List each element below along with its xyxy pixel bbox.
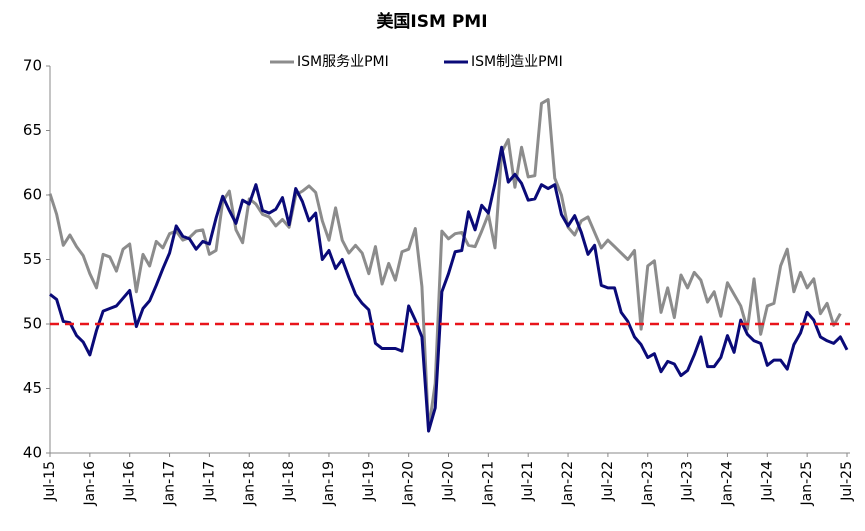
x-tick-label: Jul-23 bbox=[680, 461, 696, 502]
x-tick-label: Jan-24 bbox=[719, 461, 735, 507]
y-tick-label: 55 bbox=[23, 250, 42, 268]
x-tick-label: Jan-17 bbox=[162, 461, 178, 506]
x-tick-label: Jan-20 bbox=[401, 461, 417, 506]
x-tick-label: Jul-24 bbox=[759, 461, 775, 502]
x-tick-label: Jan-23 bbox=[640, 461, 656, 506]
x-tick-label: Jan-22 bbox=[560, 461, 576, 506]
series-line bbox=[49, 145, 849, 433]
x-tick-label: Jan-19 bbox=[321, 461, 337, 506]
x-tick-label: Jan-18 bbox=[241, 461, 257, 506]
legend-label: ISM服务业PMI bbox=[297, 54, 389, 70]
series-line bbox=[48, 98, 842, 432]
x-tick-label: Jul-18 bbox=[281, 461, 297, 502]
x-tick-label: Jul-16 bbox=[122, 461, 138, 502]
x-tick-label: Jul-21 bbox=[520, 461, 536, 502]
y-tick-label: 70 bbox=[23, 57, 42, 75]
x-tick-label: Jul-20 bbox=[441, 461, 457, 502]
y-tick-label: 60 bbox=[23, 186, 42, 204]
chart-title: 美国ISM PMI bbox=[376, 11, 487, 32]
y-tick-label: 50 bbox=[23, 315, 42, 333]
y-tick-label: 45 bbox=[23, 379, 42, 397]
x-tick-label: Jul-19 bbox=[361, 461, 377, 502]
y-tick-label: 40 bbox=[23, 444, 42, 462]
legend-label: ISM制造业PMI bbox=[471, 54, 563, 70]
x-tick-label: Jul-15 bbox=[42, 461, 58, 502]
y-tick-label: 65 bbox=[23, 121, 42, 139]
x-tick-label: Jul-17 bbox=[201, 461, 217, 502]
x-tick-label: Jul-22 bbox=[600, 461, 616, 502]
x-tick-label: Jan-16 bbox=[82, 461, 98, 507]
x-tick-label: Jan-25 bbox=[799, 461, 815, 506]
x-tick-label: Jan-21 bbox=[480, 461, 496, 506]
x-tick-label: Jul-25 bbox=[839, 461, 855, 502]
